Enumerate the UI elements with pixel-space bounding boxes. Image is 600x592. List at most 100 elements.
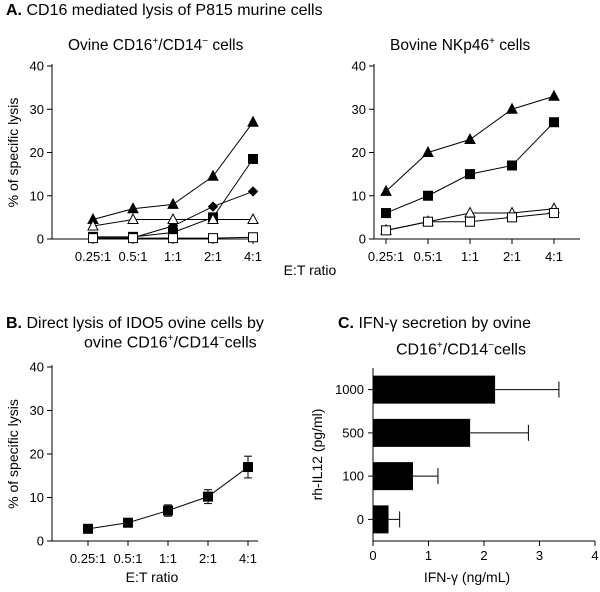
chart-c-y-tick-label: 1000 — [335, 382, 364, 397]
chart-b-y-tick-label: 0 — [37, 534, 44, 549]
chart-a-left-data-point — [248, 153, 258, 164]
chart-a-left-x-tick-label: 4:1 — [244, 249, 262, 264]
chart-b-series-line — [87, 466, 249, 530]
chart-b-y-tick-label: 10 — [30, 490, 44, 505]
chart-a-right-data-point — [507, 212, 517, 223]
chart-a-left-data-point — [167, 197, 179, 209]
chart-c-x-tick-label: 1 — [425, 548, 432, 563]
chart-c-x-tick-label: 4 — [591, 548, 598, 563]
chart-a-right-data-point — [548, 89, 560, 101]
chart-a-right-data-point — [464, 206, 476, 218]
chart-a-right-data-point — [507, 160, 517, 171]
panel-a-letter: A. — [6, 2, 22, 19]
chart-a-right-x-tick-label: 0.25:1 — [368, 249, 404, 264]
chart-c-y-tick-label: 100 — [342, 469, 364, 484]
chart-a-right-x-tick-label: 1:1 — [461, 249, 479, 264]
chart-c-bar — [373, 505, 389, 534]
chart-a-left-y-tick-label: 0 — [37, 232, 44, 247]
chart-a-left-y-tick-label: 40 — [30, 59, 44, 74]
chart-c-x-axis-label: IFN-γ (ng/mL) — [424, 569, 510, 585]
chart-a-right-data-point — [380, 184, 392, 196]
chart-a-left-data-point — [88, 233, 98, 244]
chart-b-data-point — [123, 517, 133, 528]
chart-b-x-tick-label: 2:1 — [199, 551, 217, 566]
chart-b-y-tick-label: 30 — [30, 403, 44, 418]
chart-a-left-data-point — [167, 212, 179, 225]
panel-c-title-line2: CD16+/CD14−cells — [396, 340, 526, 359]
chart-a-left-x-tick-label: 0.5:1 — [119, 249, 148, 264]
chart-a-left-title: Ovine CD16+/CD14− cells — [68, 36, 244, 55]
chart-a-left-data-point — [127, 202, 139, 214]
panel-c-title: C. IFN-γ secretion by ovine — [338, 315, 531, 332]
panel-b-title: B. Direct lysis of IDO5 ovine cells by — [6, 315, 264, 332]
chart-b-y-tick-label: 40 — [30, 360, 44, 375]
chart-b-data-point — [203, 491, 213, 502]
chart-b-y-axis-label: % of specific lysis — [5, 399, 21, 509]
chart-a-left-y-tick-label: 30 — [30, 102, 44, 117]
chart-a-right-y-tick-label: 20 — [352, 145, 366, 160]
chart-a-right-data-point — [549, 208, 559, 219]
chart-a-right-x-tick-label: 2:1 — [503, 249, 521, 264]
chart-a-right-data-point — [465, 216, 475, 227]
chart-b-x-tick-label: 0.5:1 — [114, 551, 143, 566]
chart-c-y-axis-label: rh-IL12 (pg/ml) — [309, 409, 325, 501]
chart-a-right-data-point — [506, 102, 518, 114]
chart-b-data-point — [163, 505, 173, 516]
chart-a-left-x-tick-label: 1:1 — [164, 249, 182, 264]
chart-a-left-x-tick-label: 2:1 — [204, 249, 222, 264]
chart-a-left-data-point — [207, 201, 219, 212]
chart-c-y-tick-label: 0 — [357, 512, 364, 527]
chart-a-right-data-point — [422, 145, 434, 157]
chart-a-left-data-point — [207, 212, 219, 225]
chart-c-bar — [373, 462, 413, 491]
chart-a-left-data-point — [127, 212, 139, 225]
chart-b-x-tick-label: 1:1 — [159, 551, 177, 566]
chart-a-right-y-tick-label: 40 — [352, 59, 366, 74]
chart-a-left-data-point — [207, 169, 219, 181]
chart-a-right-data-point — [549, 117, 559, 128]
panel-b-letter: B. — [6, 315, 22, 332]
chart-a-right-data-point — [465, 169, 475, 180]
chart-b-x-axis-label: E:T ratio — [126, 569, 179, 585]
chart-a-right-x-tick-label: 0.5:1 — [414, 249, 443, 264]
chart-a-right-data-point — [423, 216, 433, 227]
chart-a-left-data-point — [247, 186, 259, 197]
chart-a-right-data-point — [381, 225, 391, 236]
chart-a-right-data-point — [423, 190, 433, 201]
chart-a-left-data-point — [87, 219, 99, 231]
panel-a-x-axis-label: E:T ratio — [284, 262, 337, 278]
chart-c-y-tick-label: 500 — [342, 425, 364, 440]
panel-a-title-text: CD16 mediated lysis of P815 murine cells — [26, 2, 323, 19]
chart-b-data-point — [83, 523, 93, 534]
panel-b-title-line2: ovine CD16+/CD14−cells — [84, 333, 257, 352]
chart-c-x-tick-label: 0 — [369, 548, 376, 563]
chart-a-left-data-point — [168, 233, 178, 244]
chart-a-left-x-tick-label: 0.25:1 — [75, 249, 111, 264]
chart-a-right-title: Bovine NKp46+ cells — [390, 36, 531, 55]
chart-c-bar — [373, 418, 471, 447]
chart-a-right-x-tick-label: 4:1 — [545, 249, 563, 264]
chart-a-left-data-point — [248, 232, 258, 243]
chart-b-y-tick-label: 20 — [30, 447, 44, 462]
chart-a-right-y-tick-label: 10 — [352, 188, 366, 203]
chart-c-bar — [373, 375, 496, 404]
chart-c-x-tick-label: 2 — [480, 548, 487, 563]
chart-a-right-y-tick-label: 0 — [359, 232, 366, 247]
chart-a-right-data-point — [381, 208, 391, 219]
chart-a-left-data-point — [208, 233, 218, 244]
chart-c-x-tick-label: 3 — [536, 548, 543, 563]
chart-b-data-point — [243, 462, 253, 473]
chart-a-right-data-point — [464, 132, 476, 145]
chart-a-left-y-axis-label: % of specific lysis — [5, 98, 21, 208]
chart-a-left-data-point — [247, 115, 259, 127]
chart-a-left-y-tick-label: 20 — [30, 145, 44, 160]
chart-a-left-data-point — [128, 233, 138, 244]
chart-a-left-data-point — [247, 212, 259, 225]
panel-a-title: A. CD16 mediated lysis of P815 murine ce… — [6, 2, 323, 20]
chart-a-left-y-tick-label: 10 — [30, 188, 44, 203]
chart-b-x-tick-label: 0.25:1 — [70, 551, 106, 566]
chart-a-right-y-tick-label: 30 — [352, 102, 366, 117]
chart-b-x-tick-label: 4:1 — [239, 551, 257, 566]
panel-c-letter: C. — [338, 315, 354, 332]
